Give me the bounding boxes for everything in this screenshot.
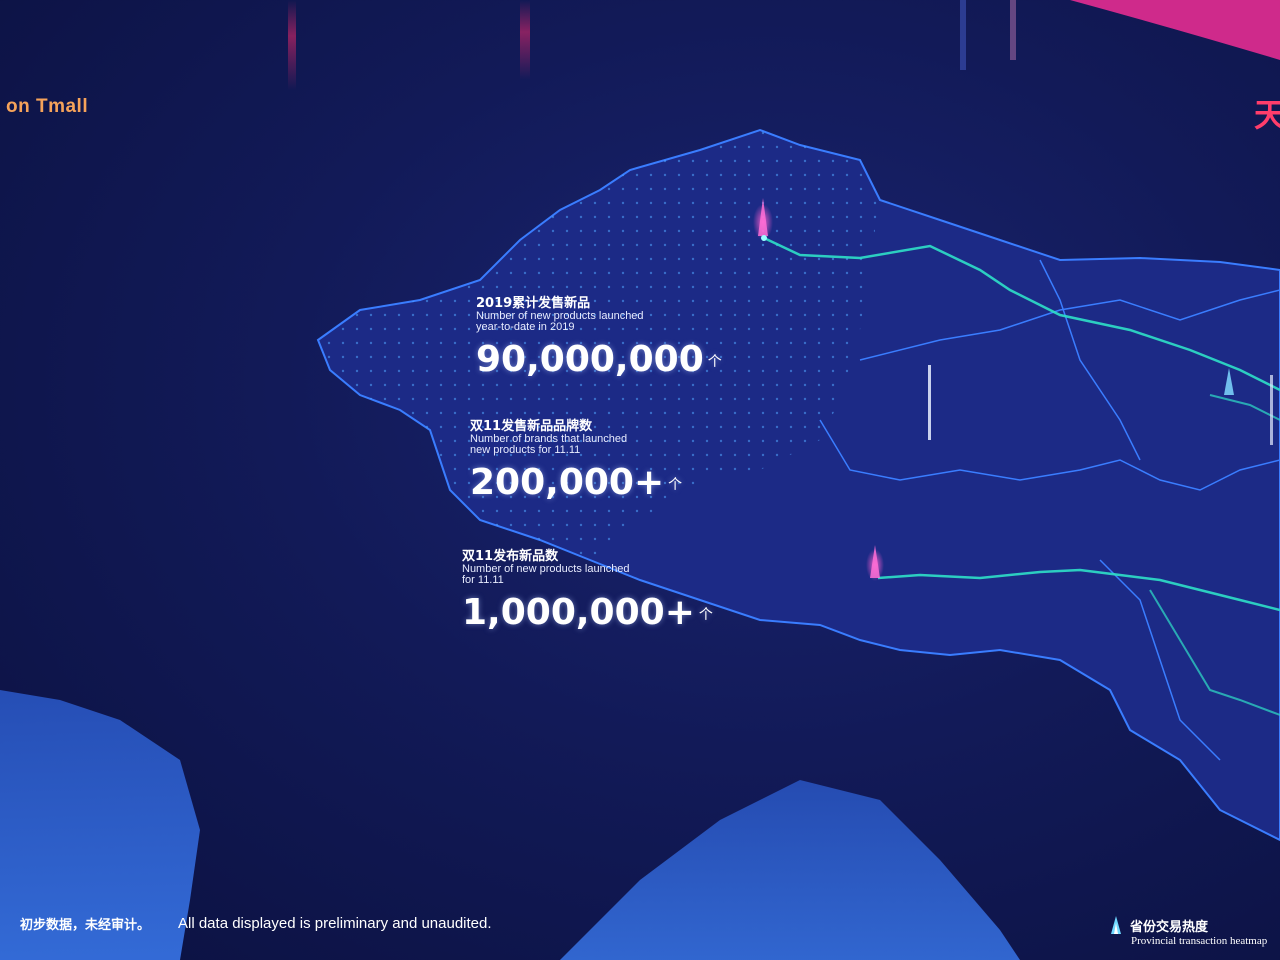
tmall-heading: on Tmall [6,96,89,117]
province-border [1099,559,1221,761]
stat-desc-en: year-to-date in 2019 [476,321,575,333]
region-dots [318,130,880,560]
stat-unit: 个 [668,477,683,493]
route-line [877,568,1280,612]
province-border [859,289,1280,361]
sea-land-bottom [560,780,1020,960]
route-line [763,236,1280,392]
stat-unit: 个 [707,354,722,370]
stat-1111-brands: 双11发售新品品牌数 Number of brands that launche… [470,415,682,503]
legend-label-en: Provincial transaction heatmap [1131,935,1268,947]
stat-number: 200,000+ [470,462,665,503]
province-border [1039,259,1141,461]
stat-value: 90,000,000 个 [476,339,722,380]
stat-unit: 个 [698,607,713,623]
top-right-ribbon [1070,0,1280,60]
route-line [1149,589,1280,716]
stat-title-zh: 2019累计发售新品 [476,296,591,311]
stat-value: 200,000+ 个 [470,462,682,503]
heat-spike [870,545,880,578]
stat-desc-en: new products for 11.11 [470,444,581,456]
stat-1111-new-products: 双11发布新品数 Number of new products launched… [462,545,713,633]
stat-2019-new-products: 2019累计发售新品 Number of new products launch… [476,292,722,380]
heat-spike [1224,368,1234,395]
stat-number: 1,000,000+ [462,592,695,633]
heat-node [761,235,767,241]
stat-title-zh: 双11发布新品数 [462,549,559,564]
stat-number: 90,000,000 [476,339,704,380]
tmall-logo-text: 天 [1253,96,1280,134]
heat-bar [928,365,931,440]
stat-desc-en: for 11.11 [462,574,504,586]
heat-spike-icon [1111,916,1121,934]
stat-title-zh: 双11发售新品品牌数 [470,419,593,434]
province-border [819,419,1280,491]
heat-bar [1270,375,1273,445]
light-beam [288,0,296,90]
stat-desc-en: Number of brands that launched [470,433,628,445]
disclaimer-zh: 初步数据，未经审计。 [20,918,151,933]
disclaimer-en: All data displayed is preliminary and un… [178,915,492,932]
legend-label-zh: 省份交易热度 [1130,919,1209,935]
sea-land-left [0,690,200,960]
light-beam [960,0,966,70]
stat-desc-en: Number of new products launched [462,563,630,575]
stat-value: 1,000,000+ 个 [462,592,713,633]
light-beam [520,0,530,80]
heatmap-legend: 省份交易热度 Provincial transaction heatmap [1108,915,1267,947]
stat-desc-en: Number of new products launched [476,310,644,322]
heat-spike [758,198,768,236]
light-beam [1010,0,1016,60]
